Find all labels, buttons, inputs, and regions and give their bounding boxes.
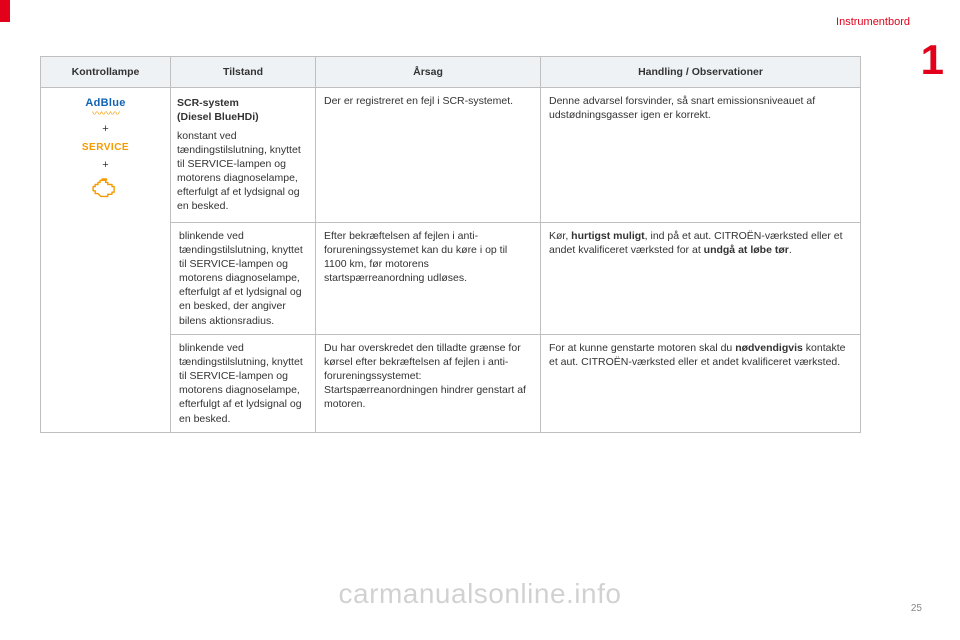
handling-text: For at kunne genstarte motoren skal du (549, 342, 735, 354)
aarsag-cell: Efter bekræftelsen af fejlen i anti-foru… (316, 222, 541, 334)
handling-cell: Denne advarsel forsvinder, så snart emis… (541, 88, 861, 222)
warning-lamp-table: Kontrollampe Tilstand Årsag Handling / O… (40, 56, 861, 433)
handling-cell: For at kunne genstarte motoren skal du n… (541, 334, 861, 432)
chapter-number: 1 (921, 36, 944, 84)
tilstand-cell: blinkende ved tændingstilslutning, knytt… (171, 334, 316, 432)
plus-icon: + (102, 158, 108, 173)
red-corner-tab (0, 0, 10, 22)
service-text-icon: SERVICE (82, 141, 129, 155)
handling-text: Kør, (549, 230, 571, 242)
header-handling: Handling / Observationer (541, 57, 861, 88)
handling-bold: hurtigst muligt (571, 230, 645, 242)
tilstand-cell: blinkende ved tændingstilslutning, knytt… (171, 222, 316, 334)
handling-bold: nødvendigvis (735, 342, 803, 354)
header-tilstand: Tilstand (171, 57, 316, 88)
page-number: 25 (911, 603, 922, 614)
header-kontrollampe: Kontrollampe (41, 57, 171, 88)
table-header-row: Kontrollampe Tilstand Årsag Handling / O… (41, 57, 861, 88)
aarsag-cell: Der er registreret en fejl i SCR-systeme… (316, 88, 541, 222)
handling-bold: undgå at løbe tør (704, 244, 789, 256)
lamp-cell: AdBlue 〰〰〰 + SERVICE + (41, 88, 171, 433)
plus-icon: + (102, 122, 108, 137)
system-name-line2: (Diesel BlueHDi) (177, 111, 259, 123)
header-aarsag: Årsag (316, 57, 541, 88)
system-name-cell: SCR-system (Diesel BlueHDi) konstant ved… (171, 88, 316, 222)
system-name-line1: SCR-system (177, 97, 239, 109)
lamp-icon-stack: AdBlue 〰〰〰 + SERVICE + (82, 96, 129, 203)
adblue-wave-icon: 〰〰〰 (92, 111, 119, 118)
aarsag-cell: Du har overskredet den tilladte grænse f… (316, 334, 541, 432)
tilstand-text: konstant ved tændingstilslutning, knytte… (177, 129, 309, 214)
page-container: Instrumentbord 1 Kontrollampe Tilstand Å… (0, 0, 960, 640)
engine-check-icon (91, 177, 119, 203)
handling-text: . (789, 244, 792, 256)
watermark-text: carmanualsonline.info (339, 578, 622, 610)
handling-cell: Kør, hurtigst muligt, ind på et aut. CIT… (541, 222, 861, 334)
breadcrumb: Instrumentbord (836, 16, 910, 28)
table-row: AdBlue 〰〰〰 + SERVICE + SCR-system (41, 88, 861, 222)
